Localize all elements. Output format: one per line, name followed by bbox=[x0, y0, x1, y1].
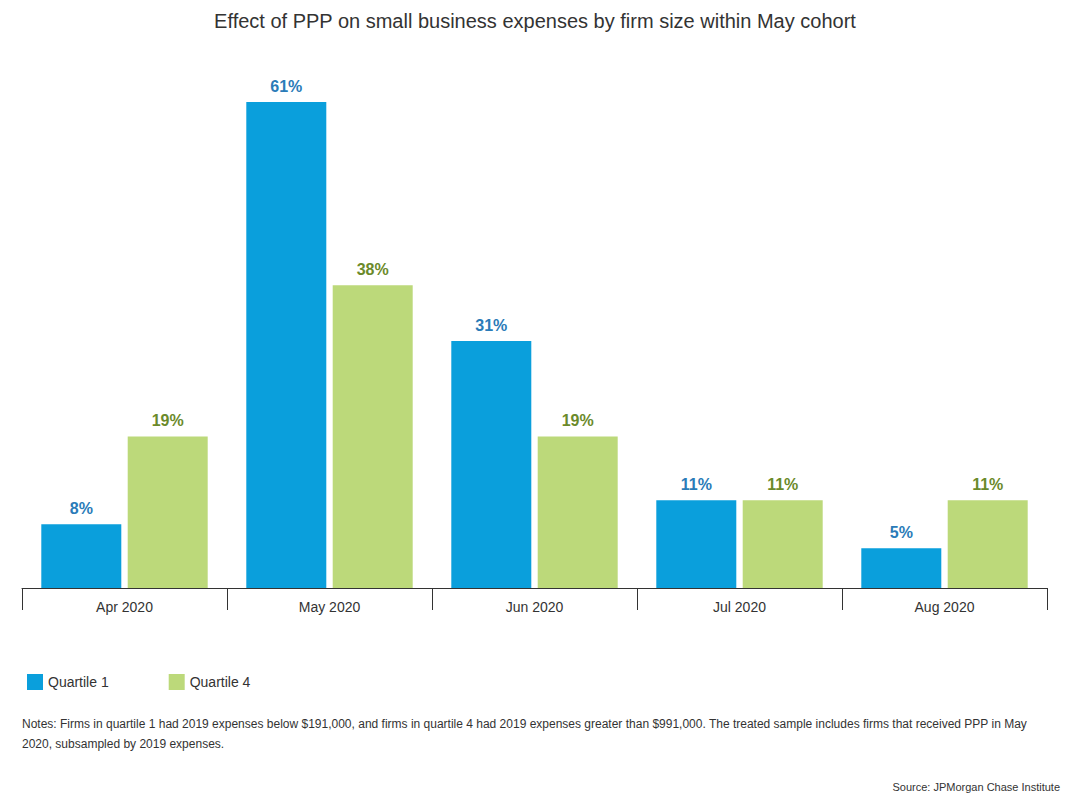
svg-text:2020, subsampled by 2019 expen: 2020, subsampled by 2019 expenses. bbox=[22, 737, 224, 751]
svg-text:61%: 61% bbox=[270, 78, 302, 95]
svg-text:11%: 11% bbox=[972, 476, 1003, 493]
svg-text:Quartile 4: Quartile 4 bbox=[190, 674, 251, 690]
svg-text:Jul 2020: Jul 2020 bbox=[713, 599, 766, 615]
svg-text:Effect of PPP on small busines: Effect of PPP on small business expenses… bbox=[214, 10, 856, 32]
svg-text:8%: 8% bbox=[70, 500, 93, 517]
svg-text:Apr 2020: Apr 2020 bbox=[96, 599, 153, 615]
svg-text:31%: 31% bbox=[475, 317, 507, 334]
svg-text:Aug 2020: Aug 2020 bbox=[915, 599, 975, 615]
svg-text:11%: 11% bbox=[767, 476, 798, 493]
svg-text:19%: 19% bbox=[152, 412, 184, 429]
svg-text:Source: JPMorgan Chase Institu: Source: JPMorgan Chase Institute bbox=[892, 781, 1060, 793]
svg-text:Jun 2020: Jun 2020 bbox=[506, 599, 564, 615]
svg-text:38%: 38% bbox=[357, 261, 389, 278]
svg-text:Quartile 1: Quartile 1 bbox=[48, 674, 109, 690]
svg-text:11%: 11% bbox=[681, 476, 712, 493]
svg-text:May 2020: May 2020 bbox=[299, 599, 361, 615]
svg-text:Notes: Firms in quartile 1 had: Notes: Firms in quartile 1 had 2019 expe… bbox=[22, 717, 1030, 731]
svg-text:19%: 19% bbox=[562, 412, 594, 429]
svg-text:5%: 5% bbox=[890, 524, 913, 541]
